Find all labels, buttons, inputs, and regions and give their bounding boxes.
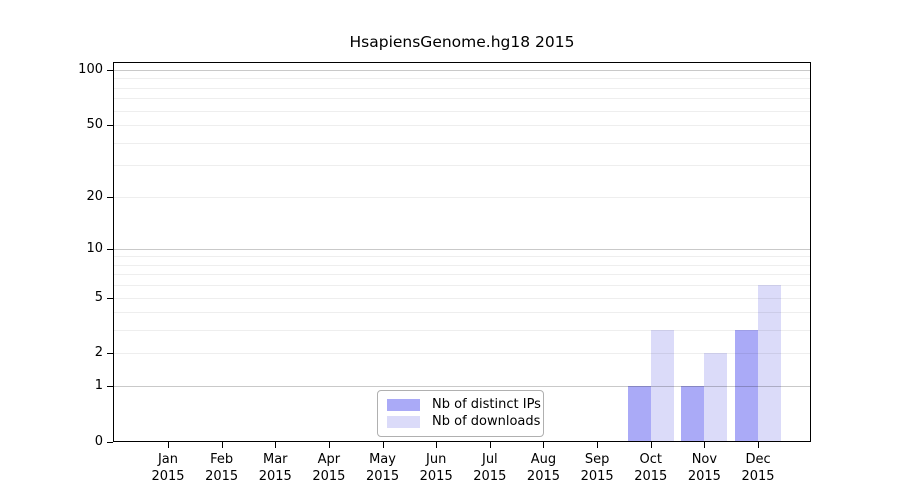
x-tick-mark: [543, 442, 545, 448]
minor-gridline: [114, 87, 810, 89]
x-tick-label: Dec 2015: [728, 451, 788, 485]
y-tick-label: 2: [94, 345, 103, 361]
y-tick-mark: [107, 125, 113, 127]
x-label-month: Oct: [639, 452, 662, 467]
minor-gridline: [114, 78, 810, 80]
x-label-month: Dec: [745, 452, 771, 467]
bar-downloads: [650, 330, 674, 442]
x-tick-label: Nov 2015: [674, 451, 734, 485]
x-label-month: May: [369, 452, 396, 467]
x-tick-label: Jun 2015: [406, 451, 466, 485]
bar-downloads: [758, 285, 782, 442]
minor-gridline: [114, 125, 810, 127]
minor-gridline: [114, 312, 810, 314]
x-tick-mark: [436, 442, 438, 448]
x-tick-label: Feb 2015: [192, 451, 252, 485]
legend-swatch: [387, 415, 420, 428]
x-tick-label: Apr 2015: [299, 451, 359, 485]
x-label-year: 2015: [419, 469, 453, 484]
y-tick-label: 100: [78, 62, 103, 77]
x-tick-label: Sep 2015: [567, 451, 627, 485]
chart-title: HsapiensGenome.hg18 2015: [349, 33, 575, 51]
x-tick-label: May 2015: [353, 451, 413, 485]
minor-gridline: [114, 256, 810, 258]
x-label-month: Sep: [584, 452, 610, 467]
major-gridline: [114, 248, 810, 250]
x-tick-label: Jan 2015: [138, 451, 198, 485]
x-tick-label: Mar 2015: [245, 451, 305, 485]
minor-gridline: [114, 142, 810, 144]
bar-distinct-ips: [735, 330, 759, 442]
x-tick-mark: [328, 442, 330, 448]
y-tick-mark: [107, 70, 113, 71]
x-label-year: 2015: [151, 469, 185, 484]
x-label-year: 2015: [580, 469, 614, 484]
x-tick-mark: [275, 442, 277, 448]
x-label-month: Jul: [481, 452, 498, 467]
y-tick-mark: [107, 297, 113, 299]
legend-swatch: [387, 398, 420, 411]
x-label-year: 2015: [205, 469, 239, 484]
x-label-year: 2015: [526, 469, 561, 484]
x-label-year: 2015: [473, 469, 507, 484]
y-tick-label: 1: [94, 378, 103, 394]
y-tick-mark: [107, 196, 113, 198]
y-tick-mark: [107, 386, 113, 388]
x-label-year: 2015: [687, 469, 721, 484]
x-label-month: Feb: [210, 452, 234, 467]
minor-gridline: [114, 98, 810, 100]
minor-gridline: [114, 285, 810, 287]
x-tick-label: Aug 2015: [513, 451, 573, 485]
y-tick-mark: [107, 353, 113, 355]
minor-gridline: [114, 196, 810, 198]
bar-distinct-ips: [681, 386, 705, 442]
x-label-month: Jun: [426, 452, 447, 467]
x-label-month: Mar: [263, 452, 288, 467]
x-tick-mark: [221, 442, 223, 448]
major-gridline: [114, 70, 810, 71]
x-tick-mark: [704, 442, 706, 448]
x-tick-mark: [650, 442, 652, 448]
minor-gridline: [114, 330, 810, 332]
y-tick-label: 20: [86, 188, 103, 204]
bar-downloads: [704, 353, 728, 442]
y-tick-label: 10: [86, 240, 103, 256]
x-label-year: 2015: [366, 469, 400, 484]
minor-gridline: [114, 297, 810, 299]
x-label-year: 2015: [741, 469, 775, 484]
legend-label: Nb of downloads: [432, 414, 541, 429]
plot-area: Nb of distinct IPs Nb of downloads: [113, 62, 811, 442]
legend: Nb of distinct IPs Nb of downloads: [377, 390, 544, 437]
x-tick-mark: [168, 442, 169, 448]
x-label-year: 2015: [312, 469, 346, 484]
y-tick-label: 50: [86, 117, 103, 133]
x-label-month: Apr: [317, 452, 341, 467]
x-tick-mark: [382, 442, 384, 448]
legend-entry: Nb of distinct IPs: [387, 396, 543, 413]
x-label-year: 2015: [634, 469, 668, 484]
x-tick-mark: [489, 442, 491, 448]
minor-gridline: [114, 264, 810, 266]
y-tick-label: 0: [94, 434, 103, 449]
minor-gridline: [114, 165, 810, 167]
major-gridline: [114, 386, 810, 388]
legend-entry: Nb of downloads: [387, 413, 543, 430]
y-tick-mark: [107, 248, 113, 250]
x-label-month: Aug: [530, 452, 557, 467]
minor-gridline: [114, 353, 810, 355]
x-tick-mark: [597, 442, 599, 448]
y-tick-mark: [107, 442, 113, 443]
legend-label: Nb of distinct IPs: [432, 397, 541, 412]
x-label-month: Nov: [691, 452, 718, 467]
x-tick-mark: [758, 442, 760, 448]
y-tick-label: 5: [94, 289, 103, 305]
x-label-month: Jan: [157, 452, 179, 467]
minor-gridline: [114, 274, 810, 276]
x-tick-label: Oct 2015: [621, 451, 681, 485]
x-label-year: 2015: [258, 469, 292, 484]
bar-distinct-ips: [627, 386, 651, 442]
x-tick-label: Jul 2015: [460, 451, 520, 485]
minor-gridline: [114, 110, 810, 112]
